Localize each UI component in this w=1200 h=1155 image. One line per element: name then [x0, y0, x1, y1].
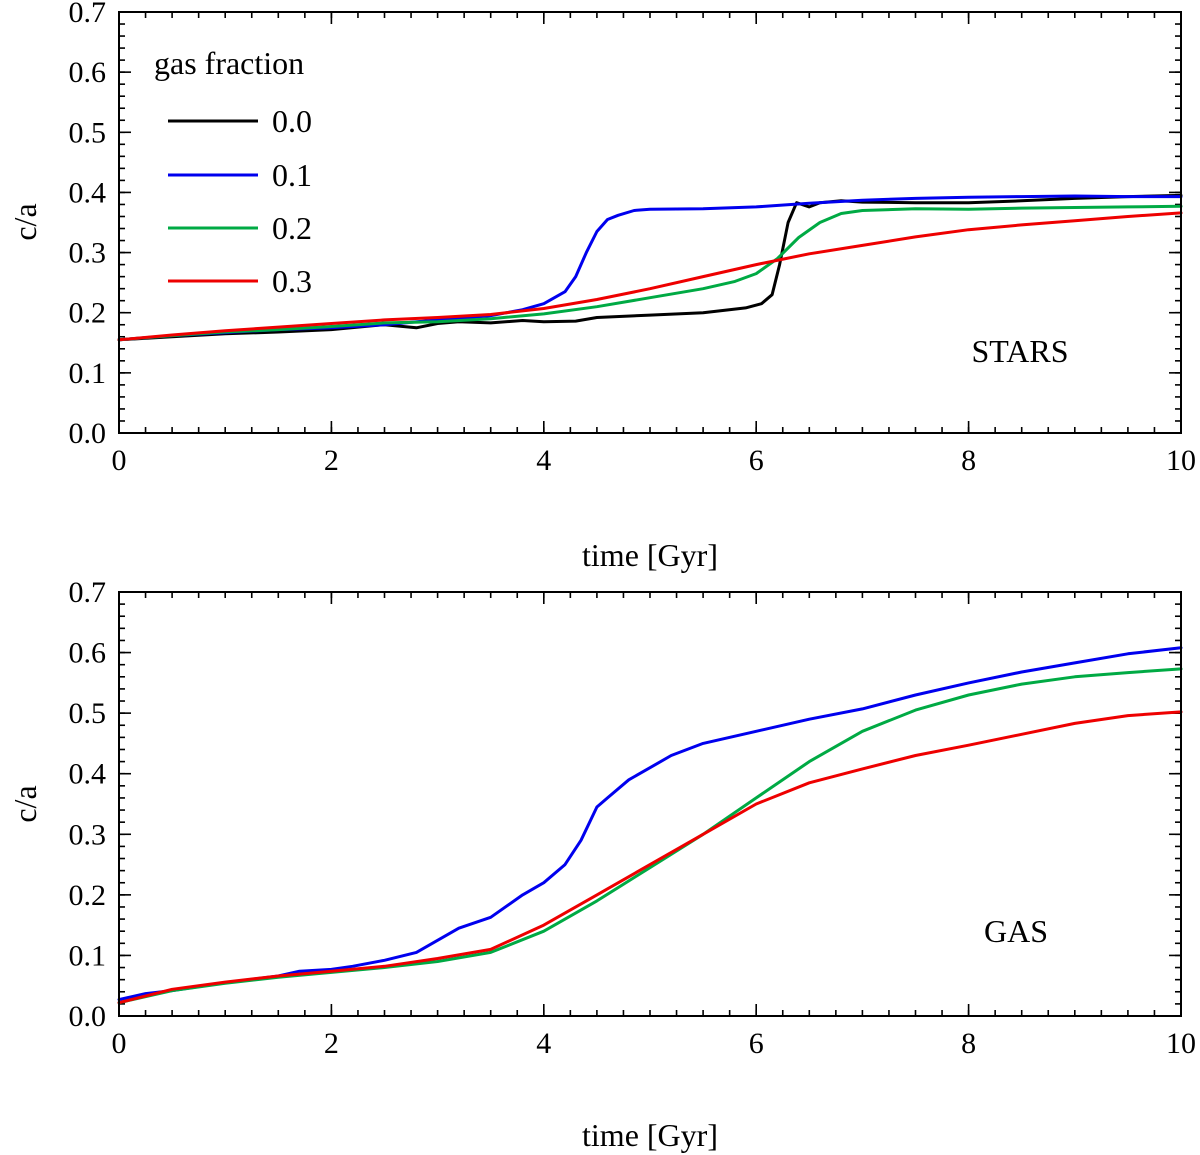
- stars-x-tick-labels: 0 2 4 6 8 10: [112, 444, 1197, 477]
- stars-y-tick-label: 0.1: [69, 357, 107, 390]
- gas-panel-label: GAS: [984, 913, 1048, 949]
- stars-x-tick-label: 4: [536, 444, 551, 477]
- legend-entry-0-1: 0.1: [272, 157, 312, 193]
- legend-entry-0-3: 0.3: [272, 263, 312, 299]
- gas-panel: 0.0 0.1 0.2 0.3 0.4 0.5 0.6 0.7 0 2 4 6 8 10 time [G…: [7, 576, 1196, 1153]
- stars-x-tick-label: 0: [112, 444, 127, 477]
- gas-y-tick-label: 0.7: [69, 576, 107, 609]
- stars-x-tick-label: 6: [749, 444, 764, 477]
- stars-y-tick-label: 0.7: [69, 0, 107, 29]
- gas-ticks: [118, 591, 1182, 1017]
- stars-series-line-0.1: [117, 194, 1183, 342]
- stars-y-axis-title: c/a: [7, 203, 43, 240]
- stars-y-tick-label: 0.3: [69, 237, 107, 270]
- gas-x-tick-label: 4: [536, 1027, 551, 1060]
- stars-series-line-0.2: [117, 204, 1183, 342]
- gas-x-tick-label: 8: [961, 1027, 976, 1060]
- stars-y-tick-labels: 0.0 0.1 0.2 0.3 0.4 0.5 0.6 0.7: [69, 0, 107, 450]
- stars-y-tick-label: 0.2: [69, 297, 107, 330]
- stars-panel-label: STARS: [971, 333, 1068, 369]
- legend-entry-0-2: 0.2: [272, 210, 312, 246]
- stars-y-tick-label: 0.0: [69, 417, 107, 450]
- gas-y-tick-label: 0.5: [69, 697, 107, 730]
- gas-series-line-0.1: [117, 646, 1183, 1002]
- stars-x-tick-label: 10: [1166, 444, 1196, 477]
- gas-plot-frame: [118, 591, 1182, 1017]
- gas-series-line-0.3: [117, 710, 1183, 1005]
- legend-title: gas fraction: [154, 45, 304, 81]
- legend: gas fraction 0.0 0.1 0.2 0.3: [154, 45, 312, 299]
- gas-series-line-0.2: [117, 667, 1183, 1005]
- gas-x-tick-labels: 0 2 4 6 8 10: [112, 1027, 1197, 1060]
- gas-x-tick-label: 10: [1166, 1027, 1196, 1060]
- gas-x-tick-label: 6: [749, 1027, 764, 1060]
- stars-x-axis-title: time [Gyr]: [582, 537, 718, 573]
- stars-panel: 0.0 0.1 0.2 0.3 0.4 0.5 0.6 0.7 0 2 4 6 8 10 time [G…: [7, 0, 1196, 573]
- gas-y-tick-label: 0.1: [69, 939, 107, 972]
- stars-plot-frame: [118, 11, 1182, 434]
- legend-entry-0-0: 0.0: [272, 103, 312, 139]
- gas-y-tick-labels: 0.0 0.1 0.2 0.3 0.4 0.5 0.6 0.7: [69, 576, 107, 1033]
- stars-x-tick-label: 2: [324, 444, 339, 477]
- gas-x-tick-label: 0: [112, 1027, 127, 1060]
- gas-y-tick-label: 0.2: [69, 879, 107, 912]
- gas-y-axis-title: c/a: [7, 785, 43, 822]
- gas-y-tick-label: 0.0: [69, 1000, 107, 1033]
- gas-y-tick-label: 0.3: [69, 818, 107, 851]
- gas-y-tick-label: 0.4: [69, 758, 107, 791]
- stars-x-tick-label: 8: [961, 444, 976, 477]
- stars-series-line-0.3: [117, 211, 1183, 342]
- gas-x-axis-title: time [Gyr]: [582, 1117, 718, 1153]
- stars-series-lines: [117, 193, 1183, 342]
- stars-y-tick-label: 0.6: [69, 56, 107, 89]
- gas-x-tick-label: 2: [324, 1027, 339, 1060]
- stars-y-tick-label: 0.4: [69, 176, 107, 209]
- gas-series-lines: [117, 646, 1183, 1005]
- stars-y-tick-label: 0.5: [69, 116, 107, 149]
- gas-y-tick-label: 0.6: [69, 637, 107, 670]
